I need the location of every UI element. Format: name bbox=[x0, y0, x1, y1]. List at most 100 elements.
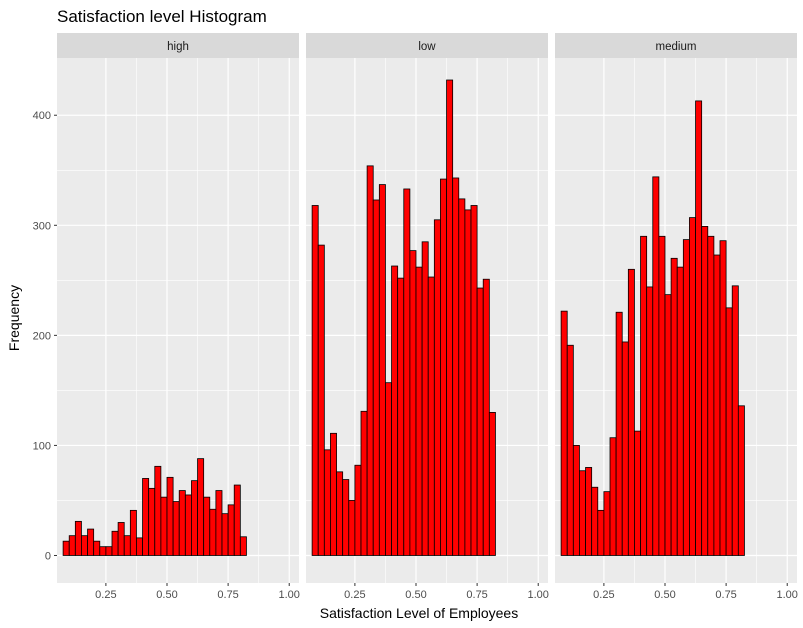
histogram-bar bbox=[640, 235, 648, 556]
facet-panel-medium: medium 0.25 0.50 0.75 1.00 bbox=[555, 33, 798, 601]
x-tick-label: 0.25 bbox=[593, 589, 614, 601]
facet-strip bbox=[57, 33, 299, 58]
histogram-bar bbox=[166, 476, 174, 556]
histogram-bar bbox=[609, 437, 617, 556]
x-tick-label: 0.75 bbox=[217, 589, 238, 601]
histogram-bar bbox=[391, 265, 399, 556]
histogram-bar bbox=[476, 287, 484, 556]
histogram-bar bbox=[317, 244, 325, 556]
histogram-bar bbox=[737, 405, 745, 556]
histogram-bar bbox=[93, 540, 101, 556]
facet-strip-label: low bbox=[418, 41, 436, 53]
histogram-bar bbox=[652, 176, 660, 556]
histogram-bar bbox=[560, 310, 568, 556]
y-axis: 0 100 200 300 400 bbox=[33, 110, 57, 562]
facet-panel-high: high 0.25 0.50 0.75 1.00 bbox=[57, 33, 300, 601]
histogram-bar bbox=[689, 217, 696, 556]
x-tick-label: 0.50 bbox=[405, 589, 426, 601]
histogram-bar bbox=[154, 465, 162, 556]
histogram-bar bbox=[81, 535, 88, 556]
x-tick-label: 1.00 bbox=[777, 589, 798, 601]
facet-panels: high 0.25 0.50 0.75 1.00 low 0.25 0.50 0.75 1.00 m… bbox=[57, 33, 798, 601]
histogram-bar bbox=[148, 487, 156, 556]
histogram-bar bbox=[385, 382, 392, 556]
facet-strip-label: medium bbox=[656, 41, 697, 53]
histogram-bar bbox=[488, 412, 496, 556]
histogram-bar bbox=[117, 522, 125, 556]
histogram-bar bbox=[572, 445, 580, 556]
histogram-bar bbox=[464, 209, 472, 556]
histogram-bar bbox=[360, 410, 368, 556]
histogram-bar bbox=[203, 496, 211, 556]
y-axis-title: Frequency bbox=[6, 285, 22, 351]
histogram-bar bbox=[215, 490, 223, 556]
y-tick-label: 300 bbox=[33, 220, 51, 232]
histogram-bar bbox=[682, 239, 690, 556]
facet-strip-label: high bbox=[167, 41, 189, 53]
histogram-bar bbox=[658, 235, 666, 556]
histogram-bar bbox=[725, 307, 733, 556]
histogram-bar bbox=[585, 467, 593, 556]
x-tick-label: 0.75 bbox=[715, 589, 736, 601]
x-axis-title: Satisfaction Level of Employees bbox=[320, 605, 518, 621]
histogram-bar bbox=[409, 250, 417, 556]
y-tick-label: 100 bbox=[33, 440, 51, 452]
chart-title: Satisfaction level Histogram bbox=[57, 7, 267, 26]
x-tick-label: 0.25 bbox=[95, 589, 116, 601]
histogram-bar bbox=[129, 509, 137, 556]
histogram-bar bbox=[160, 496, 168, 556]
histogram-bar bbox=[421, 241, 429, 556]
histogram-bar bbox=[621, 341, 629, 556]
histogram-bar bbox=[233, 484, 241, 556]
histogram-bar bbox=[172, 501, 180, 556]
y-tick-label: 400 bbox=[33, 110, 51, 122]
histogram-bar bbox=[74, 520, 82, 556]
histogram-bar bbox=[731, 285, 739, 556]
histogram-bar bbox=[440, 178, 447, 556]
histogram-bar bbox=[354, 464, 362, 556]
x-tick-label: 0.75 bbox=[466, 589, 487, 601]
histogram-bar bbox=[366, 165, 374, 556]
histogram-bar bbox=[591, 486, 599, 556]
histogram-bar bbox=[603, 491, 611, 556]
histogram-bar bbox=[597, 509, 605, 556]
histogram-bar bbox=[87, 528, 95, 556]
histogram-bar bbox=[676, 266, 684, 556]
histogram-bar bbox=[342, 479, 350, 556]
histogram-bar bbox=[191, 480, 198, 556]
histogram-bar bbox=[136, 537, 143, 556]
histogram-bar bbox=[634, 430, 641, 556]
facet-strip bbox=[555, 33, 797, 58]
histogram-bar bbox=[239, 536, 247, 556]
histogram-bar bbox=[615, 311, 623, 556]
histogram-bar bbox=[348, 500, 356, 556]
histogram-bar bbox=[378, 184, 386, 556]
histogram-bar bbox=[184, 494, 192, 556]
histogram-bar bbox=[403, 188, 411, 556]
x-tick-label: 0.50 bbox=[156, 589, 177, 601]
histogram-bar bbox=[99, 546, 107, 556]
histogram-bars bbox=[311, 79, 496, 556]
histogram-bar bbox=[105, 546, 113, 556]
histogram-bar bbox=[62, 540, 70, 556]
histogram-bar bbox=[178, 490, 186, 556]
histogram-bar bbox=[470, 205, 478, 556]
y-tick-label: 0 bbox=[45, 550, 51, 562]
histogram-bar bbox=[646, 286, 654, 556]
histogram-bar bbox=[482, 278, 490, 556]
x-tick-label: 1.00 bbox=[528, 589, 549, 601]
histogram-bar bbox=[713, 254, 721, 556]
histogram-bar bbox=[719, 240, 727, 556]
facet-panel-low: low 0.25 0.50 0.75 1.00 bbox=[306, 33, 549, 601]
histogram-bar bbox=[627, 268, 635, 556]
histogram-bar bbox=[197, 458, 205, 556]
histogram-bar bbox=[221, 513, 229, 556]
histogram-bar bbox=[336, 471, 344, 556]
histogram-bar bbox=[452, 177, 460, 556]
histogram-bar bbox=[330, 432, 337, 556]
histogram-bar bbox=[664, 294, 672, 556]
facet-strip bbox=[306, 33, 548, 58]
histogram-bar bbox=[427, 276, 435, 556]
histogram-bar bbox=[566, 344, 574, 556]
